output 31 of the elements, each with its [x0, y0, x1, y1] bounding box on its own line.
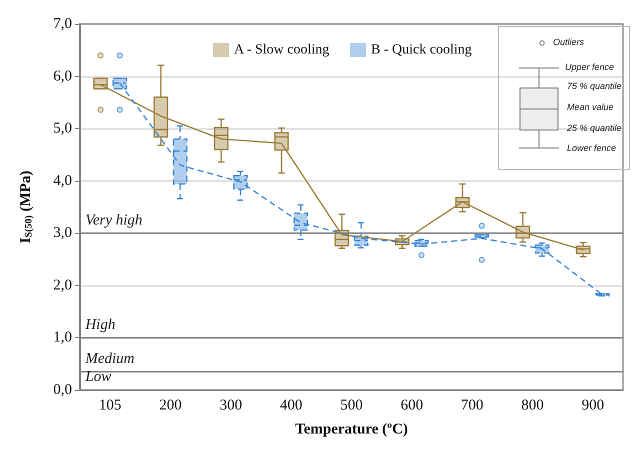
- x-tick-label: 500: [340, 398, 363, 414]
- x-tick-label: 900: [582, 398, 604, 414]
- band-label: Low: [84, 369, 112, 386]
- x-tick-label: 600: [400, 398, 424, 414]
- y-tick-label: 6,0: [53, 68, 72, 84]
- y-tick-label: 3,0: [53, 225, 72, 242]
- legend-label: A - Slow cooling: [234, 42, 330, 58]
- y-tick-label: 1,0: [53, 330, 72, 346]
- y-tick-label: 5,0: [53, 120, 72, 137]
- y-tick-label: 0,0: [53, 382, 72, 398]
- y-tick-label: 2,0: [53, 277, 72, 294]
- x-tick-label: 700: [460, 398, 484, 414]
- annotation: Outliers: [553, 37, 584, 47]
- x-tick-label: 300: [220, 398, 242, 414]
- annotation: Lower fence: [567, 143, 616, 153]
- x-tick-label: 800: [521, 398, 544, 414]
- legend-label: B - Quick cooling: [371, 42, 472, 58]
- band-label: Medium: [84, 350, 135, 367]
- x-tick-label: 105: [98, 398, 122, 414]
- band-label: High: [84, 316, 116, 333]
- annotation: 75 % quantile: [567, 81, 622, 91]
- y-axis-title: IS(50) (MPa): [18, 170, 34, 244]
- x-tick-label: 400: [280, 398, 302, 414]
- band-label: Very high: [85, 212, 142, 228]
- x-tick-label: 200: [159, 398, 182, 414]
- y-tick-label: 7,0: [53, 16, 72, 32]
- annotation: Upper fence: [565, 62, 614, 72]
- annotation: Mean value: [567, 102, 614, 112]
- annotation: 25 % quantile: [567, 123, 622, 133]
- x-axis-title: Temperature (ºC): [295, 422, 408, 438]
- y-tick-label: 4,0: [53, 172, 72, 189]
